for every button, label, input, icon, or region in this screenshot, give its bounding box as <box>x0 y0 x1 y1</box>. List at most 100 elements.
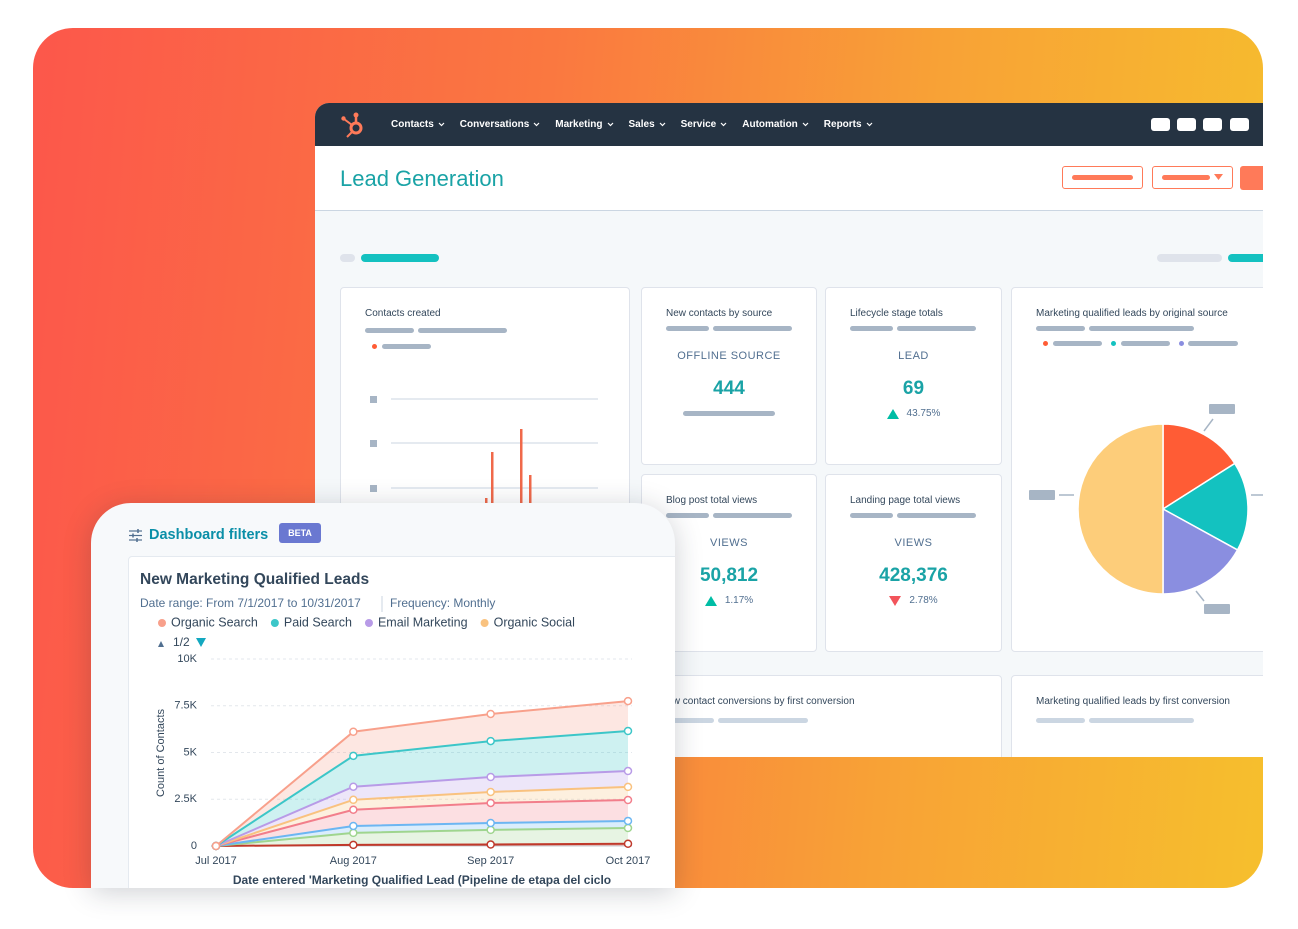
point <box>349 840 358 850</box>
leader-line <box>1195 590 1205 602</box>
nav-item[interactable]: Sales <box>629 119 666 130</box>
header-button[interactable] <box>1062 166 1143 189</box>
placeholder <box>718 718 808 723</box>
kpi-label: VIEWS <box>894 537 933 549</box>
nav-item[interactable]: Reports <box>824 119 873 130</box>
card: New contacts by source OFFLINE SOURCE 44… <box>641 287 817 465</box>
placeholder <box>365 328 414 333</box>
filter-icon[interactable] <box>128 528 143 543</box>
point <box>486 825 495 835</box>
chevron-stroke <box>802 122 809 127</box>
placeholder <box>1157 254 1222 262</box>
logo-dot <box>353 112 359 118</box>
nav-item[interactable]: Marketing <box>555 119 613 130</box>
kpi-label: LEAD <box>898 350 929 362</box>
kpi-change-text: 2.78% <box>909 595 938 606</box>
nav-icon[interactable] <box>1203 118 1222 131</box>
placeholder <box>850 513 893 518</box>
kpi-change-text: 43.75% <box>906 408 941 419</box>
point <box>486 709 495 719</box>
chevron-stroke <box>607 122 613 127</box>
placeholder <box>1188 341 1238 346</box>
nav-items: Contacts Conversations Marketing Sales Servi… <box>391 103 873 146</box>
nav-icon[interactable] <box>1230 118 1249 131</box>
card: Lifecycle stage totals LEAD 69 43.75% <box>825 287 1002 465</box>
nav-icon[interactable] <box>1177 118 1196 131</box>
chevron-stroke <box>720 122 727 127</box>
logo-spoke <box>343 118 353 126</box>
nav-item[interactable]: Conversations <box>460 119 540 130</box>
placeholder <box>1089 326 1194 331</box>
point <box>623 782 633 792</box>
nav-item[interactable]: Service <box>681 119 728 130</box>
point <box>211 841 221 851</box>
y-tick-label: 2.5K <box>174 793 197 805</box>
series-line <box>215 827 629 847</box>
area-fill <box>216 820 628 846</box>
x-axis-title: Date entered 'Marketing Qualified Lead (… <box>233 873 611 887</box>
chevron-stroke <box>533 122 540 127</box>
nav-item[interactable]: Automation <box>742 119 809 130</box>
trend-arrow <box>889 595 902 606</box>
placeholder <box>382 344 431 349</box>
caret-shape <box>1214 174 1223 180</box>
trend-arrow <box>886 408 899 419</box>
legend-label[interactable]: Organic Search <box>171 615 258 629</box>
x-tick-label: Aug 2017 <box>330 855 377 867</box>
nav-icon[interactable] <box>1151 118 1170 131</box>
legend-label[interactable]: Email Marketing <box>378 615 468 629</box>
axis-placeholder <box>370 396 377 403</box>
placeholder <box>713 326 792 331</box>
chevron <box>720 122 727 127</box>
card-title: Contacts created <box>365 308 441 319</box>
pie-slice <box>1077 423 1164 595</box>
legend-page-down[interactable] <box>196 638 206 647</box>
kpi-value: 50,812 <box>699 565 759 586</box>
y-tick-label: 0 <box>191 840 197 852</box>
placeholder <box>1121 341 1170 346</box>
kpi-change: 1.17% <box>642 595 816 606</box>
placeholder <box>1053 341 1102 346</box>
legend-label[interactable]: Paid Search <box>284 615 352 629</box>
nav-item[interactable]: Contacts <box>391 119 445 130</box>
point <box>349 727 358 736</box>
button-label-placeholder <box>1072 175 1133 180</box>
placeholder <box>666 326 709 331</box>
primary-button[interactable] <box>1240 166 1263 190</box>
legend-page-up[interactable] <box>158 641 164 647</box>
logo-spoke <box>346 130 354 138</box>
legend-label[interactable]: Organic Social <box>494 615 575 629</box>
chevron-stroke <box>659 122 666 127</box>
point <box>623 726 633 736</box>
x-tick-label: Oct 2017 <box>606 855 651 867</box>
page-title: Lead Generation <box>340 166 504 191</box>
header-dropdown[interactable] <box>1152 166 1233 189</box>
y-tick-label: 5K <box>184 746 198 758</box>
legend-dot <box>1043 341 1048 346</box>
point <box>486 772 495 782</box>
card-title: New contacts by source <box>666 308 773 319</box>
chevron-stroke <box>438 122 445 127</box>
series-line <box>215 785 629 847</box>
chart-subtitle: Date range: From 7/1/2017 to 10/31/2017 <box>140 596 361 610</box>
logo[interactable] <box>339 110 369 140</box>
legend-page: 1/2 <box>173 635 190 649</box>
legend-dot <box>1179 341 1184 346</box>
point <box>349 751 358 761</box>
card-title: Blog post total views <box>666 495 758 506</box>
card-title: Lifecycle stage totals <box>850 308 943 319</box>
placeholder <box>662 718 714 723</box>
pie-label-placeholder <box>1029 490 1055 500</box>
trend-arrow-shape <box>886 408 899 419</box>
series-line <box>215 770 629 847</box>
kpi-change: 43.75% <box>826 408 1001 419</box>
filters-title[interactable]: Dashboard filters <box>149 527 269 543</box>
axis-placeholder <box>370 485 377 492</box>
x-tick-label: Sep 2017 <box>467 855 514 867</box>
point <box>623 696 633 706</box>
point <box>623 839 633 849</box>
pie-chart <box>1029 404 1263 614</box>
point <box>486 787 495 797</box>
pie-slice <box>1162 423 1236 511</box>
series-line <box>215 842 629 847</box>
